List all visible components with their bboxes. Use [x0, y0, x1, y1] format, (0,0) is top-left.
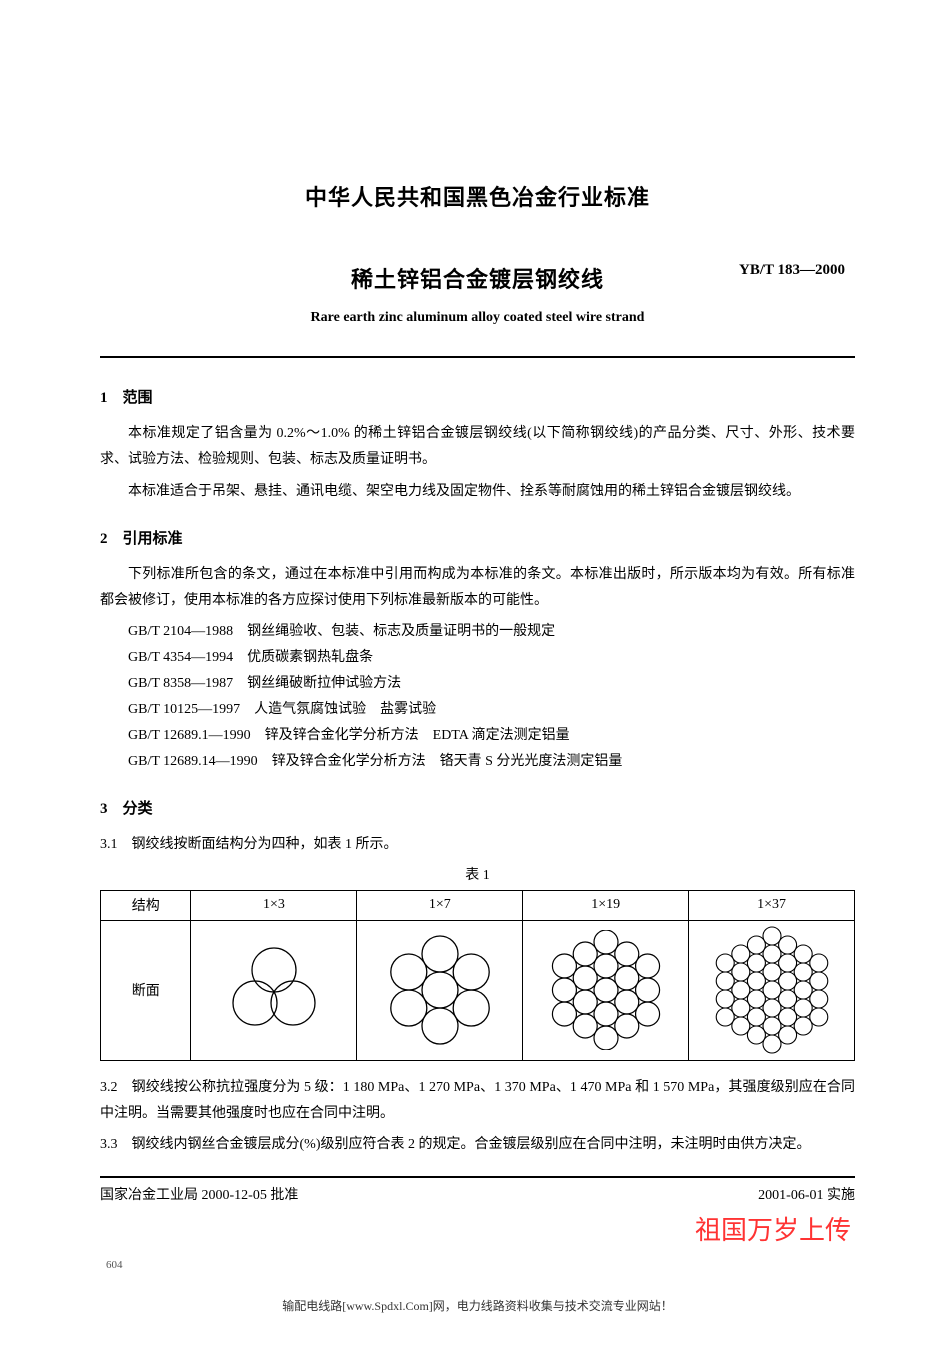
bottom-note: 输配电线路[www.Spdxl.Com]网，电力线路资料收集与技术交流专业网站！: [100, 1297, 855, 1314]
table-row: 断面: [101, 920, 855, 1060]
section-3-3: 3.3 钢绞线内钢丝合金镀层成分(%)级别应符合表 2 的规定。合金镀层级别应在…: [100, 1132, 855, 1158]
ref-item: GB/T 8358—1987 钢丝绳破断拉伸试验方法: [100, 671, 855, 697]
table-col-1x37: 1×37: [689, 890, 855, 920]
ref-item: GB/T 12689.14—1990 锌及锌合金化学分析方法 铬天青 S 分光光…: [100, 749, 855, 775]
section-1-p2: 本标准适合于吊架、悬挂、通讯电缆、架空电力线及固定物件、拴系等耐腐蚀用的稀土锌铝…: [100, 479, 855, 505]
table-col-1x19: 1×19: [523, 890, 689, 920]
table-1-caption: 表 1: [100, 864, 855, 884]
ref-item: GB/T 12689.1—1990 锌及锌合金化学分析方法 EDTA 滴定法测定…: [100, 723, 855, 749]
footer-row: 国家冶金工业局 2000-12-05 批准 2001-06-01 实施: [100, 1176, 855, 1204]
section-1-head: 1 范围: [100, 386, 855, 407]
subtitle-en: Rare earth zinc aluminum alloy coated st…: [100, 310, 855, 326]
ref-item: GB/T 10125—1997 人造气氛腐蚀试验 盐雾试验: [100, 697, 855, 723]
table-row: 结构 1×3 1×7 1×19 1×37: [101, 890, 855, 920]
diagram-1x19: [523, 920, 689, 1060]
ref-item: GB/T 4354—1994 优质碳素钢热轧盘条: [100, 645, 855, 671]
standard-code: YB/T 183—2000: [739, 262, 845, 279]
section-2-p1: 下列标准所包含的条文，通过在本标准中引用而构成为本标准的条文。本标准出版时，所示…: [100, 562, 855, 614]
page-number: 604: [106, 1259, 855, 1271]
section-1-p1: 本标准规定了铝含量为 0.2%～1.0% 的稀土锌铝合金镀层钢绞线(以下简称钢绞…: [100, 421, 855, 473]
divider-top: [100, 356, 855, 358]
subtitle-row: 稀土锌铝合金镀层钢绞线 YB/T 183—2000: [100, 262, 855, 294]
diagram-1x37: [689, 920, 855, 1060]
table-col-1x7: 1×7: [357, 890, 523, 920]
reference-list: GB/T 2104—1988 钢丝绳验收、包装、标志及质量证明书的一般规定 GB…: [100, 619, 855, 774]
document-page: 中华人民共和国黑色冶金行业标准 稀土锌铝合金镀层钢绞线 YB/T 183—200…: [0, 0, 945, 1354]
table-col-1x3: 1×3: [191, 890, 357, 920]
diagram-1x3: [191, 920, 357, 1060]
effective-text: 2001-06-01 实施: [758, 1184, 855, 1204]
section-3-head: 3 分类: [100, 797, 855, 818]
table-row-head: 断面: [101, 920, 191, 1060]
section-3-1: 3.1 钢绞线按断面结构分为四种，如表 1 所示。: [100, 832, 855, 858]
section-3-2: 3.2 钢绞线按公称抗拉强度分为 5 级：1 180 MPa、1 270 MPa…: [100, 1075, 855, 1127]
subtitle-cn: 稀土锌铝合金镀层钢绞线: [351, 262, 604, 294]
ref-item: GB/T 2104—1988 钢丝绳验收、包装、标志及质量证明书的一般规定: [100, 619, 855, 645]
section-2-head: 2 引用标准: [100, 527, 855, 548]
approve-text: 国家冶金工业局 2000-12-05 批准: [100, 1184, 298, 1204]
table-1: 结构 1×3 1×7 1×19 1×37 断面: [100, 890, 855, 1061]
watermark-text: 祖国万岁上传: [100, 1210, 855, 1247]
table-corner: 结构: [101, 890, 191, 920]
diagram-1x7: [357, 920, 523, 1060]
main-title: 中华人民共和国黑色冶金行业标准: [100, 180, 855, 212]
